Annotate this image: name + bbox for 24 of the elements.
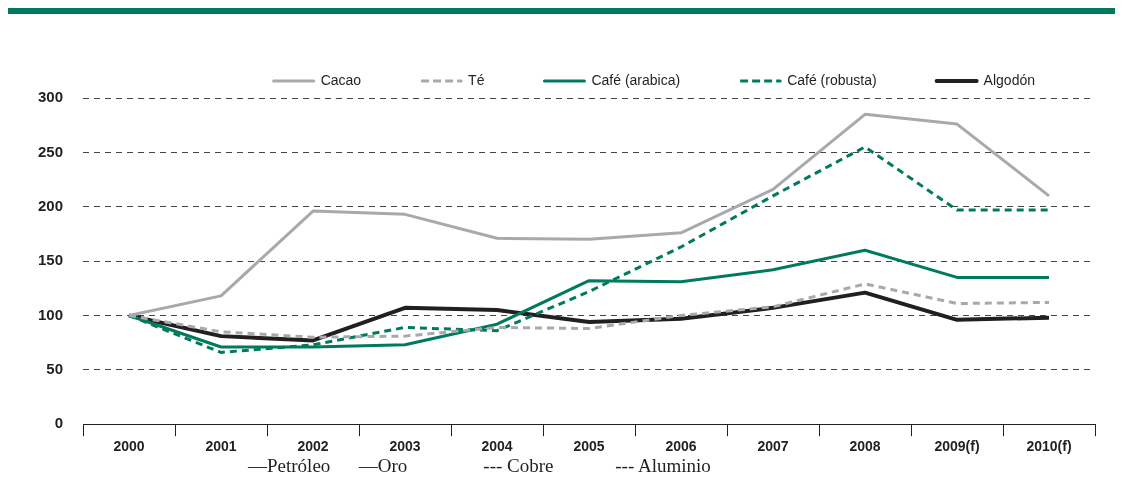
text: —Petróleo —Oro --- Cobre --- Aluminio	[248, 455, 712, 477]
legend-label: Cacao	[320, 71, 362, 88]
x-tick-label: 2000	[113, 438, 145, 455]
x-tick-label: 2006	[665, 438, 697, 455]
x-tick-label: 2001	[205, 438, 237, 455]
y-tick-label: 0	[54, 414, 64, 432]
y-tick-label: 50	[46, 359, 64, 377]
x-tick-label: 2007	[757, 438, 789, 455]
y-tick-label: 100	[38, 305, 64, 323]
x-tick-label: 2008	[849, 438, 881, 455]
legend-label: Café (arabica)	[591, 71, 681, 88]
x-tick-label: 2009(f)	[934, 438, 980, 455]
y-tick-label: 200	[38, 196, 64, 214]
x-tick-label: 2005	[573, 438, 605, 455]
legend-label: Algodón	[983, 71, 1036, 88]
y-tick-label: 250	[38, 142, 64, 160]
x-tick-label: 2010(f)	[1026, 438, 1072, 455]
y-tick-label: 300	[38, 88, 64, 106]
x-tick-label: 2003	[389, 438, 421, 455]
legend-label: Café (robusta)	[787, 71, 877, 88]
y-tick-label: 150	[38, 251, 64, 269]
x-tick-label: 2002	[297, 438, 329, 455]
x-tick-label: 2004	[481, 438, 513, 455]
legend-label: Té	[468, 71, 485, 88]
